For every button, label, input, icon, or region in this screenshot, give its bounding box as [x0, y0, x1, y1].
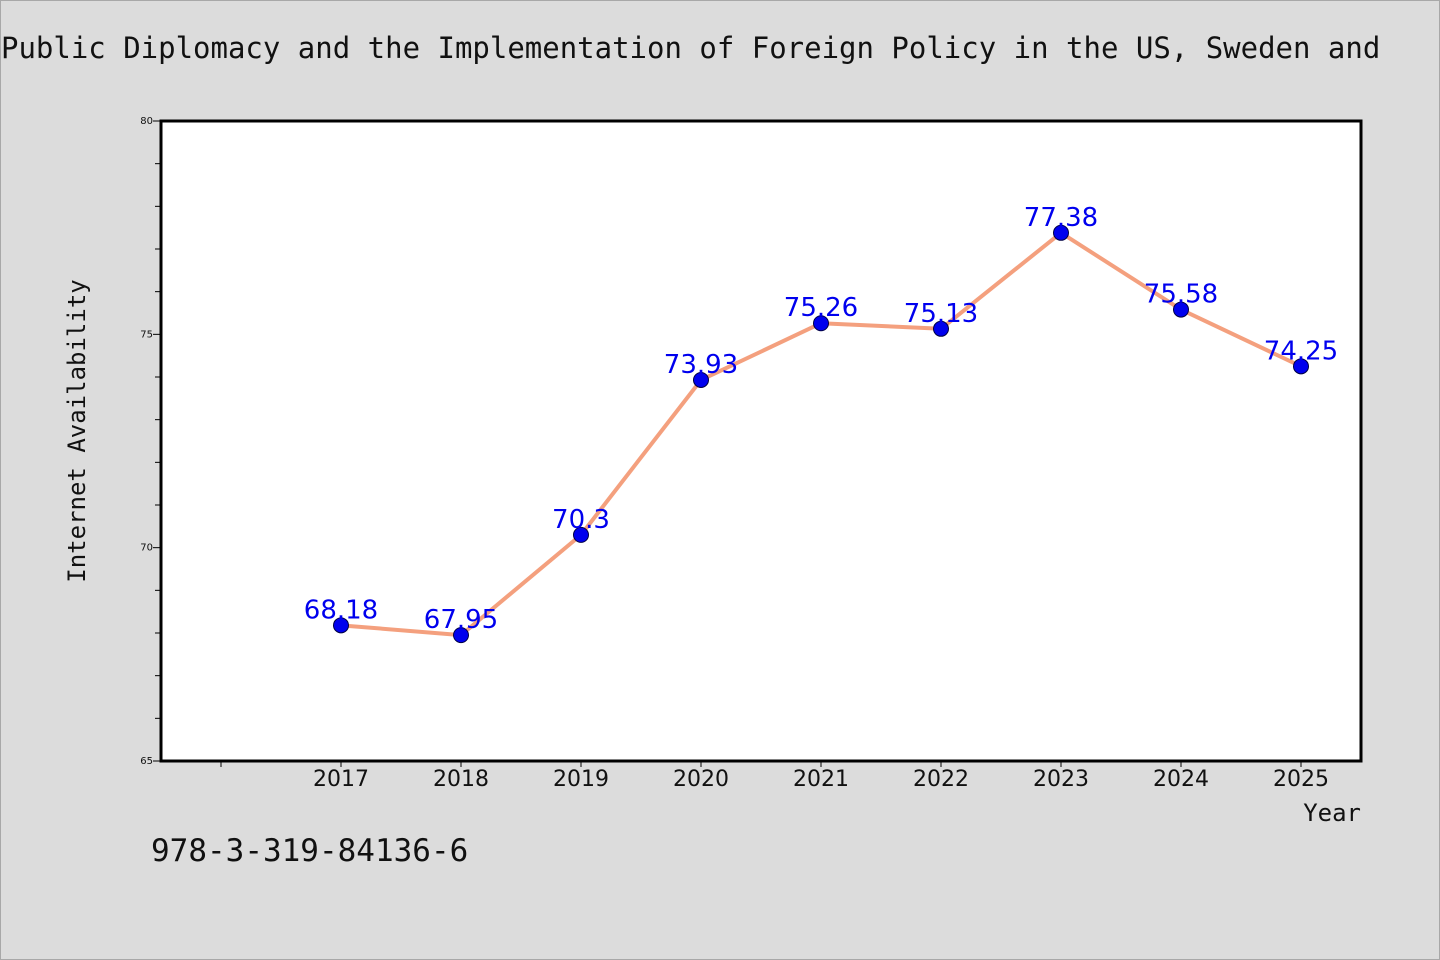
x-tick-label: 2024	[1153, 767, 1209, 792]
data-point	[573, 526, 589, 543]
data-point	[933, 320, 949, 337]
x-tick-label: 2019	[553, 767, 609, 792]
x-tick-label: 2022	[913, 767, 969, 792]
data-point	[333, 617, 349, 634]
data-label: 75.13	[904, 299, 978, 329]
y-tick-label: 75	[140, 329, 153, 340]
data-label: 70.3	[552, 505, 610, 535]
data-label: 77.38	[1024, 203, 1098, 233]
data-point	[693, 371, 709, 388]
data-label: 67.95	[424, 605, 498, 635]
data-label: 75.58	[1144, 280, 1218, 310]
data-point	[813, 315, 829, 332]
y-axis: 65 70 75 80	[140, 116, 161, 767]
x-tick-label: 2017	[313, 767, 369, 792]
data-label: 68.18	[304, 595, 378, 625]
isbn-code: 978-3-319-84136-6	[151, 833, 469, 869]
data-labels: 68.18 67.95 70.3 73.93 75.26 75.13 77.38 75.58 7…	[304, 203, 1338, 635]
x-tick-label: 2020	[673, 767, 729, 792]
data-label: 75.26	[784, 293, 858, 323]
x-axis-label: Year	[1303, 799, 1361, 827]
y-tick-label: 80	[140, 116, 153, 127]
y-tick-label: 70	[140, 543, 153, 554]
y-axis-label: Internet Availability	[63, 279, 91, 582]
data-point	[1173, 301, 1189, 318]
data-point	[1053, 224, 1069, 241]
plot-area	[159, 119, 1363, 763]
y-tick-label: 65	[140, 756, 153, 767]
data-point	[1293, 358, 1309, 375]
x-tick-label: 2025	[1273, 767, 1329, 792]
data-point	[453, 627, 469, 644]
x-tick-label: 2023	[1033, 767, 1089, 792]
x-axis: 2017 2018 2019 2020 2021 2022 2023 2024 2025	[220, 761, 1329, 792]
data-label: 74.25	[1264, 336, 1338, 366]
data-label: 73.93	[664, 350, 738, 380]
x-tick-label: 2018	[433, 767, 489, 792]
series-markers	[333, 224, 1309, 644]
chart-title: Public Diplomacy and the Implementation …	[1, 31, 1381, 65]
x-tick-label: 2021	[793, 767, 849, 792]
